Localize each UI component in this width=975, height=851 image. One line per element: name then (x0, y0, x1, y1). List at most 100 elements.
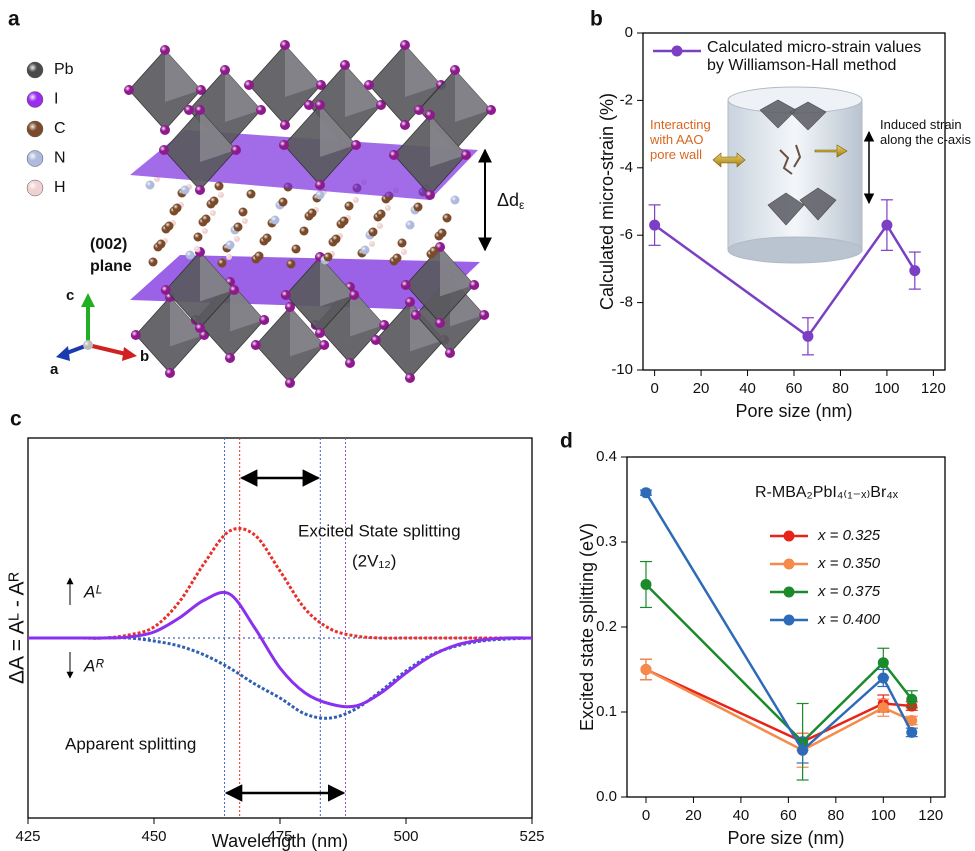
spacing-label: Δdε (497, 190, 525, 212)
series-line (645, 668, 912, 744)
atom-shine (165, 368, 175, 378)
x-tick-label: 20 (693, 380, 710, 397)
atom-shine (195, 323, 205, 333)
y-tick-label: 0.2 (596, 618, 617, 635)
atom-shine (180, 185, 190, 195)
x-tick-label: 120 (921, 380, 946, 397)
annotation-box: Induced strain along the c-axis (880, 118, 972, 147)
atom-shine (286, 259, 296, 269)
legend-label: x = 0.400 (817, 611, 881, 628)
point (881, 219, 893, 231)
point (906, 715, 918, 726)
y-tick-label: -10 (611, 361, 633, 378)
atom-shine (278, 197, 288, 207)
atom-shine (319, 340, 330, 350)
atom-shine (202, 228, 208, 234)
arrow-head (122, 347, 137, 361)
series-line (27, 636, 533, 720)
legend-dot (783, 614, 795, 626)
atom-shine (400, 120, 410, 130)
octahedron-face (230, 282, 265, 332)
atom-shine (405, 373, 415, 383)
atom-shine (469, 280, 480, 290)
atom-shine (280, 290, 291, 300)
legend-label: x = 0.350 (817, 555, 881, 572)
atom-shine (405, 297, 415, 307)
x-tick-label: 40 (733, 807, 750, 824)
axis-name: a (50, 361, 59, 378)
atom-shine (27, 150, 43, 167)
axis-name: b (140, 348, 149, 365)
x-tick-label: 40 (739, 380, 756, 397)
octahedron-face (290, 307, 325, 357)
atom-shine (401, 249, 407, 255)
point (640, 487, 652, 499)
axis-name: c (66, 287, 74, 304)
x-axis-label: Wavelength (nm) (212, 831, 348, 851)
octahedron-face (345, 65, 381, 117)
atom-shine (185, 250, 195, 260)
x-tick-label: 475 (267, 828, 292, 845)
atom-shine (429, 246, 439, 256)
point (906, 693, 918, 705)
atom-shine (377, 223, 383, 229)
atom-shine (145, 180, 155, 190)
atom-shine (246, 189, 256, 199)
atom-shine (234, 236, 240, 242)
atom-shine (256, 105, 266, 115)
atom-label: Pb (54, 61, 74, 78)
atom-shine (385, 205, 391, 211)
panel-label: a (8, 8, 20, 31)
y-tick-label: -6 (620, 226, 633, 243)
point (877, 657, 889, 669)
atom-shine (364, 80, 374, 90)
atom-shine (160, 125, 170, 135)
atom-shine (315, 328, 325, 338)
atom-shine (425, 110, 435, 120)
octahedron-face (200, 252, 235, 302)
chart-title: R-MBA₂PbI₄₍₁₋ₓ₎Br₄ₓ (755, 484, 899, 501)
legend-dot (783, 586, 795, 598)
annotation: Induced strain along the c-axis (880, 118, 972, 147)
point (906, 726, 918, 738)
atom-shine (27, 62, 43, 78)
atom-shine (304, 100, 314, 110)
atom-shine (160, 285, 171, 295)
atom-shine (159, 145, 169, 155)
annotation: Aᴿ (83, 656, 104, 675)
series-line (645, 668, 913, 752)
octahedron-face (350, 287, 385, 337)
atom-shine (195, 105, 205, 115)
atom-shine (389, 150, 399, 160)
x-tick-label: 20 (685, 807, 702, 824)
atom-shine (27, 121, 43, 137)
atom-shine (368, 227, 378, 237)
atom-shine (376, 209, 386, 219)
atom-shine (124, 85, 134, 95)
atom-shine (307, 208, 317, 218)
atom-shine (231, 145, 241, 155)
point (877, 672, 889, 684)
atom-shine (392, 253, 402, 263)
atom-shine (217, 258, 227, 268)
x-tick-label: 500 (393, 828, 418, 845)
y-axis-label: Excited state splitting (eV) (577, 523, 597, 731)
atom-shine (27, 180, 43, 196)
atom-label: C (54, 120, 66, 137)
atom-shine (445, 348, 455, 358)
x-axis-label: Pore size (nm) (727, 828, 844, 848)
y-tick-label: 0.4 (596, 448, 617, 465)
x-tick-label: 60 (780, 807, 797, 824)
atom-shine (254, 251, 264, 261)
atom-shine (214, 181, 224, 191)
atom-shine (413, 202, 423, 212)
octahedron-face (170, 297, 205, 347)
atom-shine (83, 340, 93, 350)
series-line (27, 590, 533, 709)
x-tick-label: 60 (786, 380, 803, 397)
atom-shine (315, 190, 325, 200)
axis-arrow (87, 343, 127, 356)
atom-shine (184, 105, 194, 115)
atom-shine (315, 100, 325, 110)
